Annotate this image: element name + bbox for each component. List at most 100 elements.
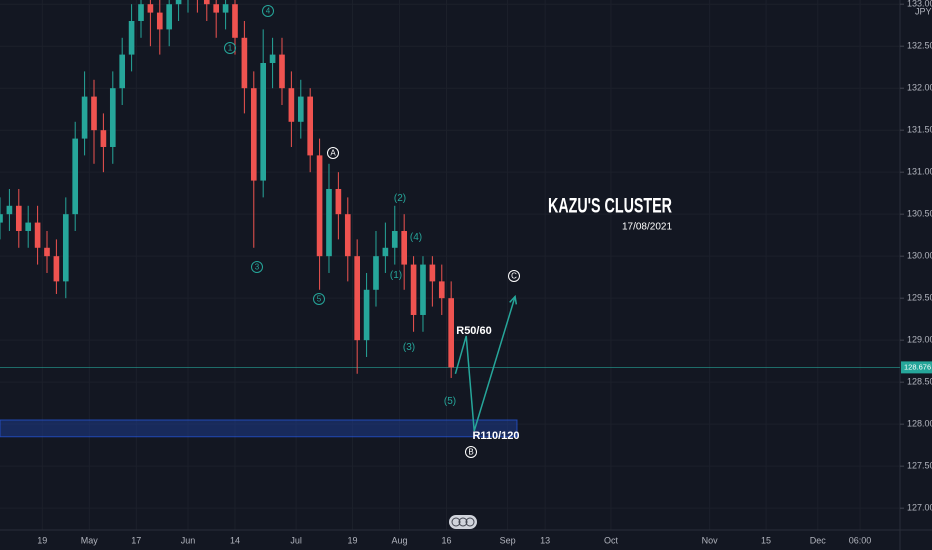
candle-body	[410, 264, 417, 315]
candle-body	[232, 4, 238, 38]
candle-body	[288, 88, 295, 122]
x-tick-label: 19	[347, 535, 357, 545]
candle-body	[401, 230, 407, 265]
candle-body	[0, 214, 3, 223]
candle-body	[438, 281, 445, 299]
support-zone	[0, 419, 518, 438]
x-tick-label: Nov	[702, 535, 719, 545]
x-tick-label: 15	[761, 535, 771, 545]
wave-label: B	[468, 448, 473, 457]
y-tick-label: 129.500	[907, 293, 932, 303]
level-label: R110/120	[472, 430, 519, 442]
candle-body	[6, 205, 13, 215]
replay-dot	[458, 517, 468, 527]
candle-body	[363, 289, 370, 341]
candle-body	[354, 256, 360, 341]
wave-circle	[465, 446, 477, 458]
replay-dot	[451, 517, 461, 527]
y-tick-label: 127.000	[907, 503, 932, 513]
wave-label: (5)	[444, 396, 456, 407]
wave-label: A	[330, 149, 336, 158]
wave-circle	[508, 270, 520, 282]
candle-body	[213, 4, 220, 13]
y-tick-label: 131.000	[907, 167, 932, 177]
replay-pill[interactable]	[449, 515, 477, 529]
x-tick-label: Dec	[810, 535, 827, 545]
candle-body	[128, 20, 135, 55]
candle-body	[391, 230, 398, 248]
candle-body	[222, 4, 229, 13]
candle-body	[420, 264, 426, 315]
candle-body	[44, 247, 50, 257]
candle-body	[326, 188, 332, 257]
candle-body	[53, 256, 60, 282]
candle-body	[335, 188, 342, 215]
y-tick-label: 130.500	[907, 209, 932, 219]
candle-body	[166, 4, 173, 30]
candle-body	[344, 214, 351, 257]
candle-body	[62, 214, 69, 282]
x-tick-label: Aug	[391, 535, 407, 545]
candle-body	[241, 37, 248, 89]
y-tick-label: 132.500	[907, 41, 932, 51]
candle-body	[203, 0, 210, 5]
wave-label: 4	[266, 7, 271, 16]
wave-circle	[262, 5, 274, 17]
candle-body	[382, 247, 389, 257]
y-tick-label: 130.000	[907, 251, 932, 261]
candle-body	[100, 130, 107, 147]
candle-body	[156, 12, 163, 30]
candle-body	[373, 256, 379, 290]
candle-body	[119, 54, 126, 89]
y-tick-label: 133.000	[907, 0, 932, 9]
x-tick-label: 13	[540, 535, 550, 545]
candle-body	[34, 222, 41, 248]
x-tick-label: 14	[230, 535, 240, 545]
candle-body	[147, 4, 154, 13]
wave-label: (2)	[394, 193, 406, 204]
candle-body	[260, 62, 267, 181]
y-tick-label: 131.500	[907, 125, 932, 135]
x-tick-label: May	[81, 535, 99, 545]
wave-label: 1	[228, 44, 233, 53]
wave-circle	[224, 42, 236, 54]
replay-dot	[465, 517, 475, 527]
x-tick-label: Jul	[290, 535, 302, 545]
x-tick-label: Oct	[604, 535, 619, 545]
x-tick-label: 17	[131, 535, 141, 545]
candle-body	[448, 298, 454, 368]
replay-control[interactable]	[449, 515, 477, 529]
y-tick-label: 132.000	[907, 83, 932, 93]
y-tick-label: 128.500	[907, 377, 932, 387]
price-tag	[901, 361, 932, 374]
arrow-head	[509, 294, 518, 305]
wave-label: (3)	[403, 342, 415, 353]
candle-body	[297, 96, 304, 122]
wave-label: C	[511, 272, 517, 281]
candle-body	[175, 0, 182, 5]
currency-label: JPY	[915, 6, 932, 16]
y-tick-label: 127.500	[907, 461, 932, 471]
level-label: R50/60	[456, 325, 491, 337]
wave-label: 3	[255, 263, 260, 272]
candle-body	[138, 4, 144, 21]
candle-body	[72, 138, 79, 215]
x-tick-label: 16	[441, 535, 451, 545]
candle-body	[25, 222, 32, 231]
wave-label: 5	[317, 295, 322, 304]
wave-circle	[327, 147, 339, 159]
price-tag-label: 128.676	[904, 362, 931, 371]
x-tick-label: 06:00	[849, 535, 872, 545]
candle-body	[15, 205, 22, 231]
y-tick-label: 128.000	[907, 419, 932, 429]
wave-circle	[251, 261, 263, 273]
candle-body	[269, 54, 276, 63]
candle-body	[91, 96, 97, 131]
x-tick-label: Sep	[500, 535, 516, 545]
candle-body	[109, 88, 116, 147]
candle-body	[316, 155, 323, 257]
wave-label: (1)	[390, 270, 402, 281]
y-tick-label: 129.000	[907, 335, 932, 345]
